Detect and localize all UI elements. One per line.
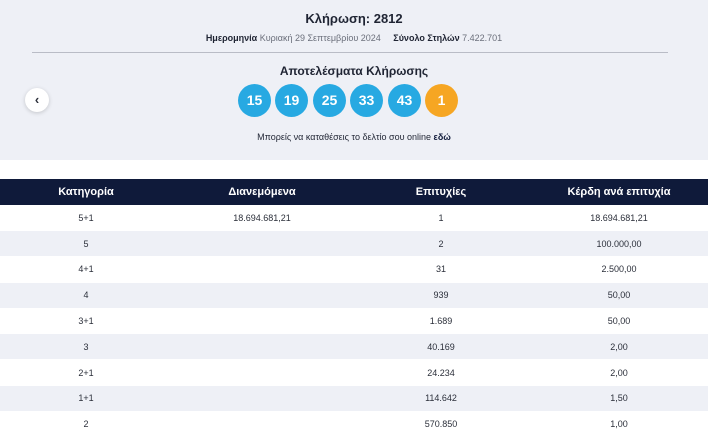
prize-table-container: Κατηγορία Διανεμόμενα Επιτυχίες Κέρδη αν… [0, 179, 708, 438]
header-winners: Επιτυχίες [352, 179, 530, 205]
draw-info-panel: Κλήρωση: 2812 Ημερομηνία Κυριακή 29 Σεπτ… [0, 0, 708, 160]
cell-winners: 31 [352, 256, 530, 283]
bonus-ball: 1 [425, 84, 458, 117]
online-note: Μπορείς να καταθέσεις το δελτίο σου onli… [0, 132, 708, 142]
cell-category: 2+1 [0, 359, 172, 387]
winning-numbers: 15 19 25 33 43 1 [238, 84, 460, 118]
cell-prize: 50,00 [530, 308, 708, 335]
number-ball: 33 [350, 84, 383, 117]
cell-winners: 40.169 [352, 333, 530, 361]
cell-winners: 2 [352, 230, 530, 258]
table-row: 3+1 1.689 50,00 [0, 308, 708, 335]
cell-category: 3 [0, 333, 172, 361]
online-here-link[interactable]: εδώ [433, 132, 451, 142]
prize-table: Κατηγορία Διανεμόμενα Επιτυχίες Κέρδη αν… [0, 179, 708, 438]
cell-prize: 18.694.681,21 [530, 205, 708, 232]
cell-distributed [172, 359, 352, 387]
date-label: Ημερομηνία [205, 33, 258, 43]
cell-prize: 1,50 [530, 385, 708, 412]
columns-value: 7.422.701 [462, 33, 503, 43]
number-ball: 43 [388, 84, 421, 117]
results-title: Αποτελέσματα Κλήρωσης [279, 64, 429, 78]
header-prize-per-winner: Κέρδη ανά επιτυχία [530, 179, 708, 205]
cell-distributed [172, 308, 352, 335]
table-row: 4+1 31 2.500,00 [0, 256, 708, 283]
header-distributed: Διανεμόμενα [172, 179, 352, 205]
table-row: 2+1 24.234 2,00 [0, 359, 708, 387]
cell-winners: 1 [352, 205, 530, 232]
date-value: Κυριακή 29 Σεπτεμβρίου 2024 [259, 33, 381, 43]
cell-prize: 1,00 [530, 411, 708, 438]
cell-prize: 100.000,00 [530, 230, 708, 258]
cell-distributed [172, 282, 352, 309]
number-ball: 19 [275, 84, 308, 117]
table-header-row: Κατηγορία Διανεμόμενα Επιτυχίες Κέρδη αν… [0, 179, 708, 205]
chevron-left-icon: ‹ [34, 92, 40, 107]
table-row: 3 40.169 2,00 [0, 333, 708, 361]
cell-category: 4+1 [0, 256, 172, 283]
number-ball: 25 [313, 84, 346, 117]
columns-label: Σύνολο Στηλών [393, 33, 460, 43]
table-row: 4 939 50,00 [0, 282, 708, 309]
cell-prize: 2,00 [530, 333, 708, 361]
cell-winners: 1.689 [352, 308, 530, 335]
table-row: 5 2 100.000,00 [0, 230, 708, 258]
cell-prize: 2.500,00 [530, 256, 708, 283]
cell-distributed [172, 333, 352, 361]
number-ball: 15 [238, 84, 271, 117]
cell-winners: 570.850 [352, 411, 530, 438]
cell-distributed [172, 256, 352, 283]
cell-category: 5 [0, 230, 172, 258]
cell-winners: 24.234 [352, 359, 530, 387]
table-row: 1+1 114.642 1,50 [0, 385, 708, 412]
previous-draw-button[interactable]: ‹ [25, 88, 49, 112]
table-row: 5+1 18.694.681,21 1 18.694.681,21 [0, 205, 708, 232]
cell-prize: 2,00 [530, 359, 708, 387]
cell-category: 4 [0, 282, 172, 309]
draw-title: Κλήρωση: 2812 [305, 11, 403, 26]
cell-distributed: 18.694.681,21 [172, 205, 352, 232]
cell-category: 3+1 [0, 308, 172, 335]
table-row: 2 570.850 1,00 [0, 411, 708, 438]
header-category: Κατηγορία [0, 179, 172, 205]
divider [32, 52, 668, 53]
cell-distributed [172, 385, 352, 412]
cell-category: 1+1 [0, 385, 172, 412]
draw-meta: Ημερομηνία Κυριακή 29 Σεπτεμβρίου 2024 Σ… [0, 33, 708, 43]
cell-category: 5+1 [0, 205, 172, 232]
cell-winners: 114.642 [352, 385, 530, 412]
cell-distributed [172, 230, 352, 258]
cell-prize: 50,00 [530, 282, 708, 309]
cell-winners: 939 [352, 282, 530, 309]
online-note-text: Μπορείς να καταθέσεις το δελτίο σου onli… [257, 132, 434, 142]
cell-distributed [172, 411, 352, 438]
cell-category: 2 [0, 411, 172, 438]
